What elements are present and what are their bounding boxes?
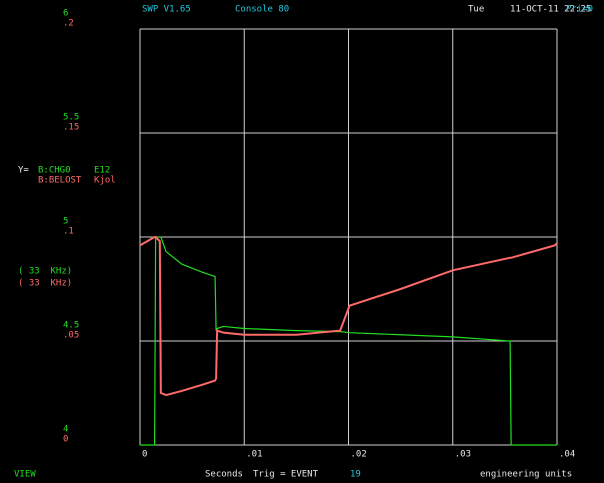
legend-name: B:CHG0 (38, 166, 71, 176)
x-tick-label: 0 (142, 450, 147, 460)
datetime: 11-OCT-11 22:25 (510, 5, 591, 15)
y2-tick-label: .1 (63, 227, 74, 237)
x-tick-label: .02 (351, 450, 367, 460)
day: Tue (468, 5, 484, 15)
legend-unit: E12 (94, 166, 110, 176)
series-line (139, 236, 558, 397)
y-tick-label: 5 (63, 217, 68, 227)
legend-unit: Kjol (94, 176, 116, 186)
priority: Pri=0 (566, 5, 593, 15)
y2-tick-label: .2 (63, 19, 74, 29)
y-tick-label: 5.5 (63, 113, 79, 123)
y-tick-label: 4 (63, 425, 68, 435)
y2-tick-label: .15 (63, 123, 79, 133)
rate-annotation: ( 33 KHz) (18, 267, 72, 277)
series-line (140, 236, 557, 446)
mode: VIEW (14, 470, 36, 480)
y2-tick-label: 0 (63, 435, 68, 445)
units: engineering units (480, 470, 572, 480)
y2-tick-label: .05 (63, 331, 79, 341)
y-tick-label: 4.5 (63, 321, 79, 331)
console: Console 80 (235, 5, 289, 15)
rate-annotation: ( 33 KHz) (18, 279, 72, 289)
y-prefix: Y= (18, 166, 29, 176)
program: SWP V1.65 (142, 5, 191, 15)
legend-name: B:BELOST (38, 176, 82, 186)
x-axis-label: Seconds (205, 470, 243, 480)
trigger: Trig = EVENT (253, 470, 319, 480)
event: 19 (350, 470, 361, 480)
x-tick-label: .04 (559, 450, 575, 460)
x-tick-label: .01 (246, 450, 262, 460)
x-tick-label: .03 (455, 450, 471, 460)
y-tick-label: 6 (63, 9, 68, 19)
